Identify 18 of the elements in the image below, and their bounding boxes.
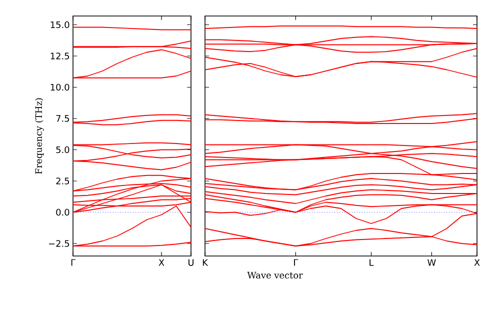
y-axis-title: Frequency (THz) — [35, 98, 44, 174]
x-tick-label: Γ — [71, 259, 76, 266]
y-tick-label: 5.0 — [56, 146, 70, 154]
x-tick-label: Γ — [294, 259, 298, 266]
x-tick-label: L — [370, 259, 374, 266]
y-tick-label: 12.5 — [50, 52, 70, 60]
x-tick-label: U — [188, 259, 194, 266]
y-tick-label: −2.5 — [48, 240, 70, 247]
y-tick-label: 15.0 — [50, 21, 70, 28]
x-tick-label: K — [202, 259, 208, 266]
y-tick-label: 2.5 — [56, 178, 70, 184]
x-tick-label: X — [158, 259, 164, 266]
y-tick-label: 0.0 — [56, 208, 70, 216]
x-tick-label: W — [428, 259, 436, 266]
x-axis-title: Wave vector — [247, 272, 303, 279]
y-tick-label: 10.0 — [50, 84, 70, 91]
y-tick-label: 7.5 — [56, 115, 70, 122]
x-tick-label: X — [474, 259, 480, 266]
